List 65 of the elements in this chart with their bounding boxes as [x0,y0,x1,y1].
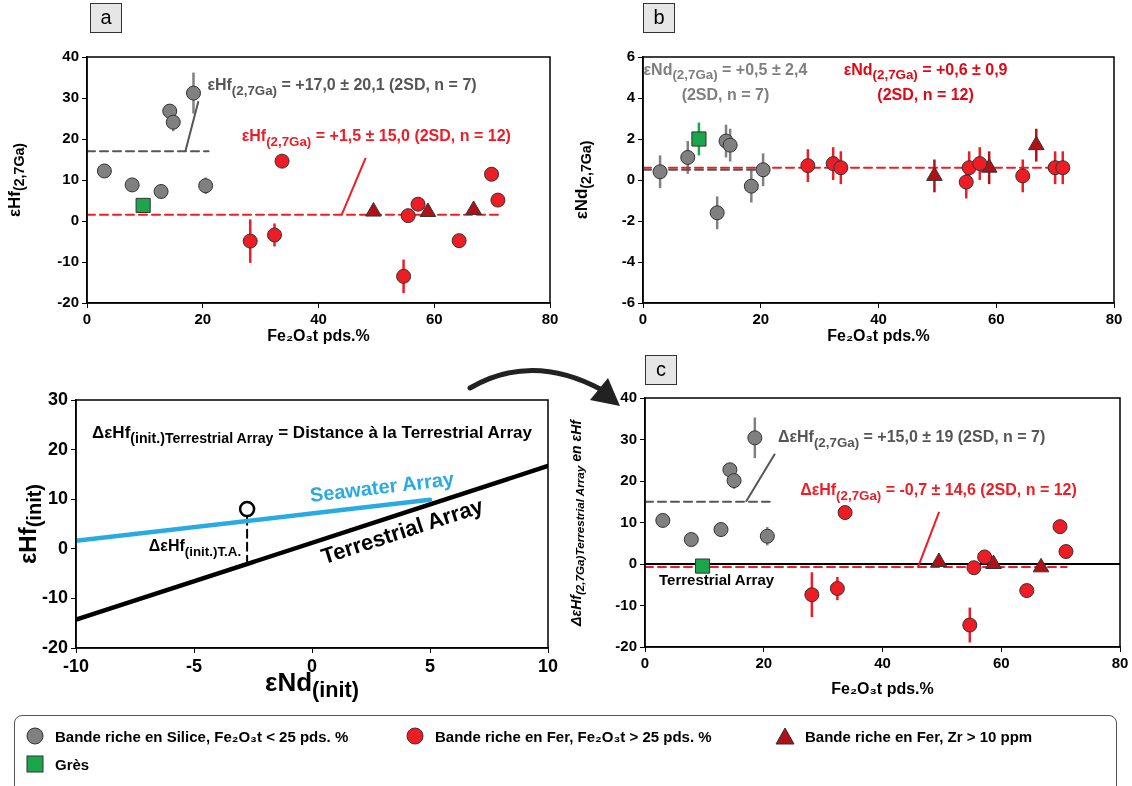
y-tick-label: 20 [62,129,79,147]
y-tick-label: 0 [70,211,79,229]
x-tick-label: 60 [425,310,443,328]
x-axis-title: Fe₂O₃t pds.% [831,680,934,698]
y-tick-label: -10 [615,595,637,613]
y-tick-label: -20 [41,636,68,657]
y-tick-label: -6 [621,293,635,311]
annotation: ΔεHf$_{(2,7Ga)}$ = +15,0 ± 19 (2SD, n = 7) [777,427,1046,452]
annotation: ΔεHf$_{(init.)T.A.}$ [148,536,242,561]
x-tick-label: 80 [1105,310,1123,328]
chart-title: c [645,355,677,385]
y-tick-label: -2 [621,211,635,229]
annotation: εNd$_{(2,7Ga)}$ = +0,5 ± 2,4 (2SD, n = 7) [643,59,808,105]
y-tick-label: -20 [615,637,637,655]
y-tick-label: 4 [626,88,636,106]
y-tick-label: 30 [47,388,68,409]
y-tick-label: -10 [57,252,79,270]
annotation: ΔεHf$_{(2,7Ga)}$ = -0,7 ± 14,6 (2SD, n = 12) [800,480,1077,505]
y-tick-label: 10 [47,488,68,509]
y-tick-label: 40 [62,47,79,65]
legend-label: Bande riche en Fer, Fe₂O₃t > 25 pds. % [435,727,712,745]
y-tick-label: 2 [626,129,635,147]
x-tick-label: 20 [752,310,770,328]
y-tick-label: -10 [41,587,68,608]
x-tick-label: 0 [640,654,650,672]
annotation: εNd$_{(2,7Ga)}$ = +0,6 ± 0,9 (2SD, n = 12) [843,59,1008,105]
text: Seawater Array [308,467,456,506]
x-tick-label: 40 [874,654,891,672]
y-tick-label: 40 [620,388,637,406]
y-tick-label: 30 [620,429,637,447]
y-tick-label: 6 [626,47,635,65]
y-tick-label: 20 [620,471,637,489]
x-tick-label: 10 [537,655,559,676]
y-tick-label: 0 [626,170,635,188]
x-tick-label: 5 [424,655,436,676]
x-tick-label: 0 [82,310,92,328]
y-tick-label: 0 [57,537,68,558]
x-tick-label: 80 [1111,654,1129,672]
legend-label: Bande riche en Silice, Fe₂O₃t < 25 pds. % [55,727,349,745]
x-tick-label: 60 [992,654,1010,672]
legend-label: Bande riche en Fer, Zr > 10 ppm [805,727,1033,745]
ref-line-label: Terrestrial Array [659,571,775,589]
y-tick-label: 10 [620,512,637,530]
x-tick-label: 20 [755,654,773,672]
x-tick-label: 40 [870,310,887,328]
y-tick-label: -20 [57,293,79,311]
annotation: ΔεHf$_{(init.)Terrestrial Array}$ = Distance à la Terrestrial Array [92,421,532,448]
x-tick-label: 40 [310,310,327,328]
x-axis-title: Fe₂O₃t pds.% [267,327,370,345]
annotation: εHf$_{(2,7Ga)}$ = +17,0 ± 20,1 (2SD, n = 7) [207,75,477,100]
x-tick-label: 20 [194,310,212,328]
x-tick-label: 80 [541,310,559,328]
x-tick-label: 0 [638,310,648,328]
x-tick-label: 60 [987,310,1005,328]
chart-title: b [643,3,675,33]
y-tick-label: -4 [621,252,636,270]
y-tick-label: 10 [62,170,79,188]
legend-label: Grès [55,755,90,773]
x-tick-label: -5 [185,655,203,676]
y-tick-label: 20 [47,438,68,459]
y-tick-label: 0 [628,554,637,572]
chart-title: a [90,3,122,33]
annotation: εHf$_{(2,7Ga)}$ = +1,5 ± 15,0 (2SD, n = 12) [241,126,511,151]
x-axis-title: Fe₂O₃t pds.% [827,327,930,345]
y-tick-label: 30 [62,88,79,106]
